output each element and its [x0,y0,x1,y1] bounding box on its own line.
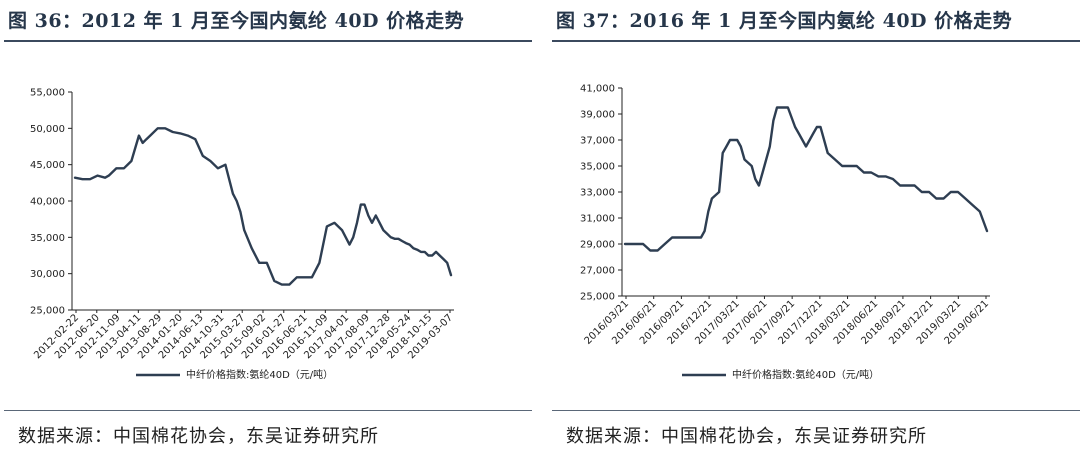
source-rule [552,410,1080,411]
y-tick-label: 29,000 [580,240,615,251]
chart-panel-left: 图 36：2012 年 1 月至今国内氨纶 40D 价格走势 25,000 30,… [4,0,532,456]
line-chart: 25,000 30,000 35,000 40,000 45,000 50,000 55,0… [30,88,455,382]
source-note: 数据来源：中国棉花协会，东吴证券研究所 [566,426,927,447]
y-tick-label: 45,000 [30,160,65,171]
title-rule [4,40,532,42]
line-chart: 25,000 27,000 29,000 31,000 33,000 35,000 37,0… [580,84,991,382]
source-note: 数据来源：中国棉花协会，东吴证券研究所 [18,426,379,447]
y-tick-label: 27,000 [580,266,615,277]
y-tick-label: 40,000 [30,197,65,208]
series-line [623,106,989,252]
y-tick-label: 35,000 [580,162,615,173]
y-tick-label: 33,000 [580,188,615,199]
chart-title: 图 36：2012 年 1 月至今国内氨纶 40D 价格走势 [8,10,465,32]
y-tick-label: 50,000 [30,124,65,135]
chart-panel-right: 图 37：2016 年 1 月至今国内氨纶 40D 价格走势 25,000 27,… [552,0,1080,456]
y-tick-label: 35,000 [30,233,65,244]
legend-label: 中纤价格指数:氨纶40D（元/吨） [732,368,879,381]
y-tick-label: 41,000 [580,84,615,95]
chart-title: 图 37：2016 年 1 月至今国内氨纶 40D 价格走势 [556,10,1013,32]
y-tick-label: 31,000 [580,214,615,225]
source-rule [4,410,532,411]
y-tick-label: 25,000 [580,292,615,303]
y-tick-label: 30,000 [30,269,65,280]
y-tick-label: 37,000 [580,136,615,147]
legend-label: 中纤价格指数:氨纶40D（元/吨） [186,368,333,381]
y-tick-label: 25,000 [30,306,65,317]
y-tick-label: 39,000 [580,110,615,121]
series-line [73,127,453,286]
title-rule [552,40,1080,42]
y-tick-label: 55,000 [30,88,65,99]
